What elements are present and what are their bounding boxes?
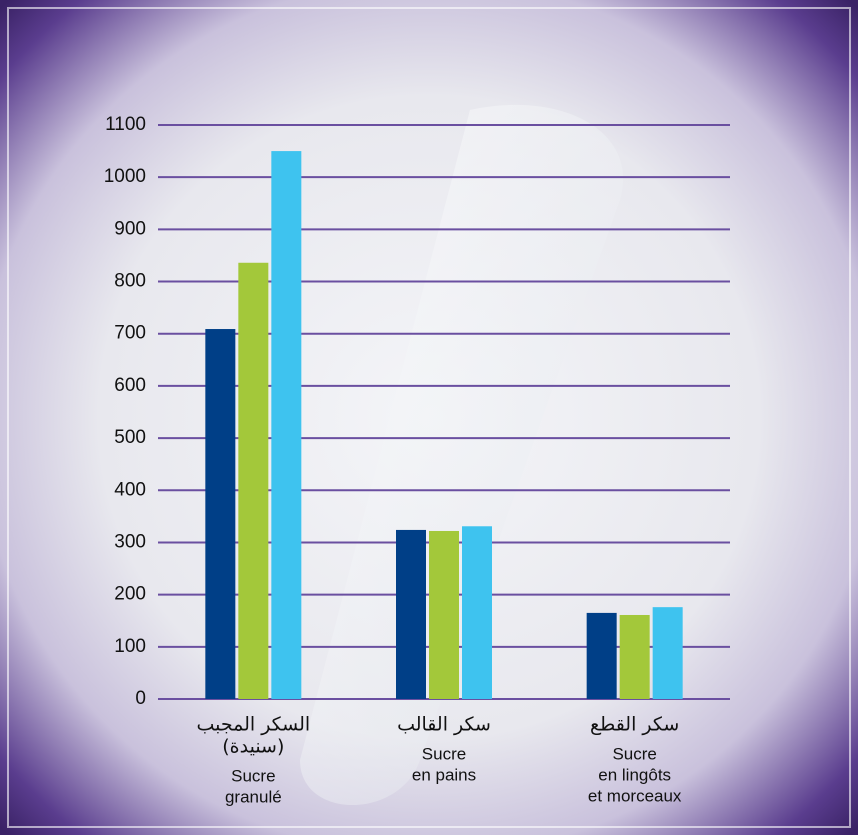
y-tick-label: 800 <box>114 271 146 292</box>
bar <box>271 151 302 699</box>
x-tick-label: en pains <box>412 765 476 784</box>
x-tick-label: Sucre <box>612 744 656 763</box>
y-tick-label: 500 <box>114 427 146 448</box>
frame <box>7 7 851 828</box>
x-tick-label: سكر القالب <box>397 714 491 736</box>
x-tick-label: Sucre <box>231 766 275 785</box>
y-tick-label: 600 <box>114 375 146 396</box>
bar <box>205 329 236 699</box>
bar <box>586 612 617 699</box>
x-tick-label: granulé <box>225 787 282 806</box>
x-tick-label: et morceaux <box>588 786 682 805</box>
x-tick-label: Sucre <box>422 744 466 763</box>
y-tick-label: 900 <box>114 218 146 239</box>
x-tick-label: سكر القطع <box>590 714 679 736</box>
bar <box>238 262 269 699</box>
x-tick-label: السكر المجبب <box>196 714 310 736</box>
bar <box>619 614 650 699</box>
y-tick-label: 400 <box>114 479 146 500</box>
y-tick-label: 300 <box>114 531 146 552</box>
bar <box>429 530 459 699</box>
bar <box>396 529 426 699</box>
bar <box>462 526 492 699</box>
sugar-decoration <box>300 104 624 806</box>
x-tick-label: en lingôts <box>598 765 671 784</box>
y-tick-label: 700 <box>114 323 146 344</box>
y-tick-label: 100 <box>114 636 146 657</box>
y-tick-label: 0 <box>135 688 146 709</box>
x-tick-label: (سنيدة) <box>222 736 284 758</box>
bar <box>652 607 683 699</box>
y-tick-label: 200 <box>114 584 146 605</box>
y-tick-label: 1100 <box>105 114 146 135</box>
y-tick-label: 1000 <box>104 166 146 187</box>
